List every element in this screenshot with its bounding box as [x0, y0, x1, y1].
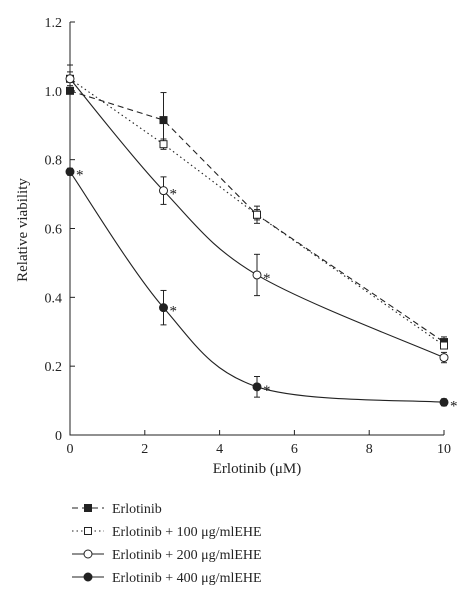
significance-star: * [76, 168, 84, 184]
significance-star: * [263, 271, 271, 287]
series-4: * * * * [65, 167, 458, 414]
legend-label: Erlotinib + 100 μg/mlEHE [112, 525, 262, 540]
y-tick-label: 0.2 [45, 360, 63, 375]
data-point [439, 353, 449, 363]
y-axis: 0 0.2 0.4 0.6 0.8 1.0 1.2 [45, 16, 75, 444]
y-axis-title: Relative viability [15, 178, 31, 282]
plot-area: ****** [65, 22, 458, 436]
y-tick-label: 0 [55, 429, 62, 444]
x-tick-label: 4 [216, 442, 223, 457]
legend-label: Erlotinib + 200 μg/mlEHE [112, 548, 262, 563]
series-3: ** [65, 71, 449, 364]
data-point [159, 186, 168, 196]
y-tick-label: 1.2 [45, 16, 63, 31]
significance-star: * [170, 187, 178, 203]
legend-item: Erlotinib [72, 502, 162, 517]
x-tick-label: 2 [141, 442, 148, 457]
x-tick-label: 10 [437, 442, 451, 457]
x-tick-label: 0 [67, 442, 74, 457]
data-point [252, 270, 262, 280]
series-line [69, 90, 445, 343]
significance-star: * [263, 383, 271, 399]
significance-star: * [170, 304, 178, 320]
data-point [439, 397, 449, 407]
legend-marker [83, 572, 93, 582]
legend-label: Erlotinib [112, 502, 162, 517]
legend-item: Erlotinib + 100 μg/mlEHE [72, 525, 262, 540]
significance-star: * [450, 398, 458, 414]
legend-marker [84, 527, 92, 535]
x-axis: 0 2 4 6 8 10 [67, 430, 451, 457]
x-tick-label: 8 [366, 442, 373, 457]
legend-marker [83, 549, 93, 559]
legend-label: Erlotinib + 400 μg/mlEHE [112, 571, 262, 586]
y-tick-label: 1.0 [45, 85, 63, 100]
y-tick-label: 0.4 [45, 291, 63, 306]
data-point [159, 116, 168, 125]
data-point [65, 167, 75, 177]
axes-frame [69, 22, 444, 436]
data-point [253, 210, 261, 219]
data-point [440, 341, 448, 350]
series-line [69, 78, 445, 359]
data-point [65, 74, 75, 84]
y-tick-label: 0.6 [45, 223, 63, 238]
series-line [69, 171, 445, 403]
x-tick-label: 6 [291, 442, 298, 457]
data-point [159, 140, 168, 149]
legend-item: Erlotinib + 200 μg/mlEHE [72, 548, 262, 563]
legend-marker [84, 504, 92, 512]
data-point [159, 303, 168, 313]
data-point [252, 382, 262, 392]
x-axis-title: Erlotinib (μM) [213, 461, 301, 477]
legend-item: Erlotinib + 400 μg/mlEHE [72, 571, 262, 586]
legend: Erlotinib Erlotinib + 100 μg/mlEHE Erlotin… [72, 502, 262, 586]
y-tick-label: 0.8 [45, 154, 63, 169]
